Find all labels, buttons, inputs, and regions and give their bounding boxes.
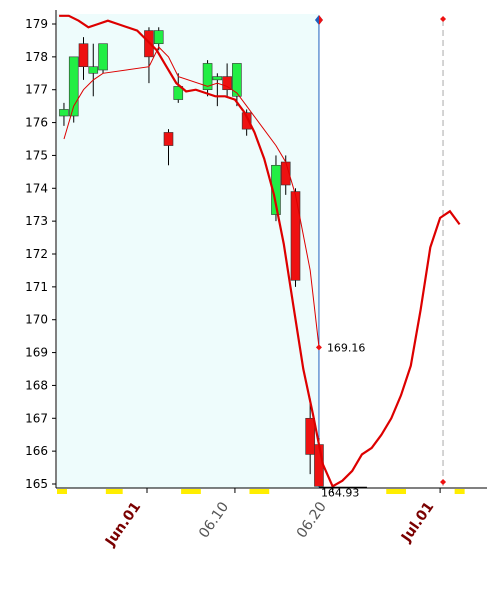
value-marker-icon [315,344,322,351]
candle-down [222,76,232,91]
weekend-marker [181,489,192,494]
y-tick-label: 168 [25,378,48,392]
candle-up [202,63,213,91]
y-tick-label: 167 [25,411,48,425]
weekend-marker [249,489,260,494]
y-tick-label: 165 [25,477,48,491]
candle-up [88,66,99,74]
value-label: 169.16 [327,341,366,354]
candle-down [241,112,252,130]
candle-up [271,164,281,215]
low-value-label: 164.93 [321,486,360,499]
candle-down [78,43,89,68]
annotations: 169.16 164.93 [315,341,367,499]
y-tick-label: 177 [25,83,48,97]
y-tick-label: 175 [25,148,48,162]
weekend-marker [386,489,397,494]
y-tick-label: 173 [25,214,48,228]
candle-down [163,132,174,146]
y-tick-label: 170 [25,313,48,327]
candle-down [290,191,301,281]
forecast-top-marker-icon [440,16,447,22]
y-tick-label: 176 [25,116,48,130]
candle-up [173,86,184,100]
candle-up [232,63,242,97]
y-tick-label: 172 [25,247,48,261]
weekend-marker [454,489,465,494]
cursor-group [314,15,447,488]
y-tick-label: 166 [25,444,48,458]
y-tick-label: 178 [25,50,48,64]
candle-down [314,444,324,487]
ma-thick-line [59,14,461,488]
weekend-marker [396,489,407,494]
candle-down [305,417,315,455]
weekend-marker [112,489,123,494]
weekend-marker [57,489,68,494]
ma-thin-line [63,46,320,348]
moving-average-lines [59,14,461,488]
y-axis: 179 178 177 176 175 174 173 172 171 170 169 168 167 1… [25,10,57,491]
candle-up [153,30,164,45]
y-tick-label: 169 [25,346,48,360]
x-axis [56,487,487,493]
y-tick-label: 174 [25,181,48,195]
candle-up [212,76,223,81]
y-tick-label: 171 [25,280,48,294]
history-highlight-region [57,14,319,488]
weekend-marker [105,489,116,494]
weekend-marker [259,489,270,494]
cursor-marker-half-icon [318,15,323,25]
candle-up [68,56,79,117]
weekend-markers [57,489,465,494]
weekend-marker [190,489,201,494]
forecast-bottom-marker-icon [440,479,447,485]
candle-up [98,43,108,71]
y-tick-label: 179 [25,17,48,31]
candle-up [59,109,69,117]
